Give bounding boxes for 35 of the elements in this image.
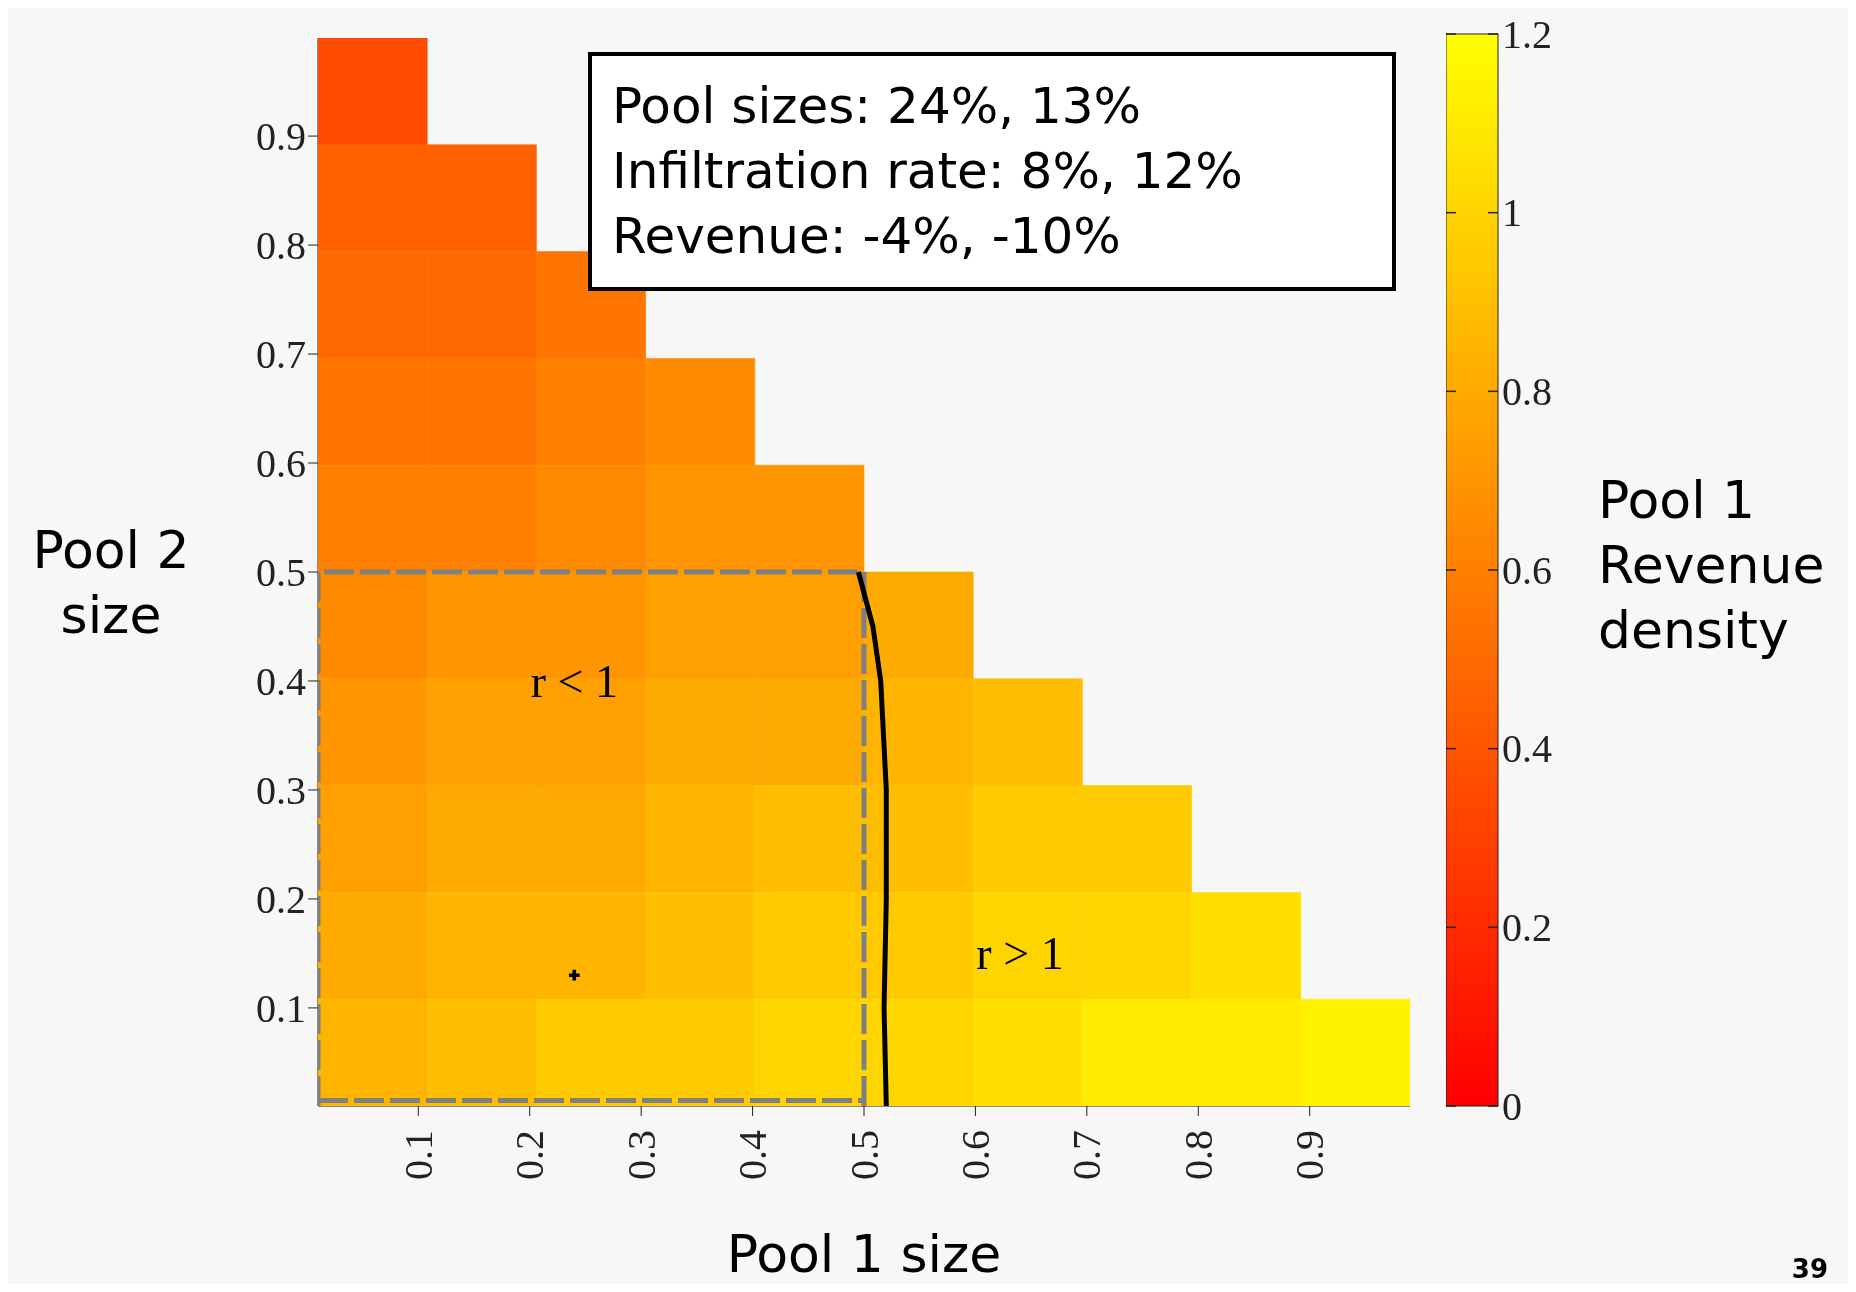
x-tick-label: 0.1 [395,1130,441,1180]
color-bar-label: 0 [1502,1083,1522,1129]
x-tick-label: 0.8 [1175,1130,1221,1180]
x-tick-label: 0.6 [952,1130,998,1180]
color-bar-label: 0.6 [1502,547,1552,593]
color-bar-label: 0.4 [1502,726,1552,772]
color-bar-label: 1 [1502,190,1522,236]
annotation: Revenue: -4%, -10% [612,206,1122,267]
y-tick-label: 0.8 [256,223,306,269]
x-axis-title: Pool 1 size [725,1224,1003,1284]
y-tick-label: 0.1 [256,986,306,1032]
color-bar-label: 0.2 [1502,904,1552,950]
annotation: r > 1 [976,926,1064,980]
note-box: Pool sizes: 24%, 13% Infiltration rate: 8%, 12% Revenue: -4%, -10% [588,52,1396,291]
y-tick-label: 0.4 [256,659,306,705]
x-tick-label: 0.4 [730,1130,776,1180]
color-bar-title: Pool 1 Revenue density [1598,469,1826,662]
y-tick-label: 0.7 [256,332,306,378]
y-tick-label: 0.2 [256,877,306,923]
x-tick-label: 0.7 [1064,1130,1110,1180]
y-tick-label: 0.3 [256,768,306,814]
text: 39 [1791,1254,1828,1284]
y-axis-title: Pool 2 size [31,519,191,647]
x-tick-label: 0.3 [618,1130,664,1180]
color-bar-label: 0.8 [1502,368,1552,414]
annotation: Pool sizes: 24%, 13% [612,76,1143,137]
y-tick-label: 0.5 [256,550,306,596]
annotation: Infiltration rate: 8%, 12% [612,141,1244,202]
x-tick-label: 0.2 [507,1130,553,1180]
annotation: r < 1 [530,654,618,708]
y-tick-label: 0.9 [256,114,306,160]
x-tick-label: 0.9 [1287,1130,1333,1180]
y-tick-label: 0.6 [256,441,306,487]
x-tick-label: 0.5 [841,1130,887,1180]
color-bar-label: 1.2 [1502,11,1552,57]
